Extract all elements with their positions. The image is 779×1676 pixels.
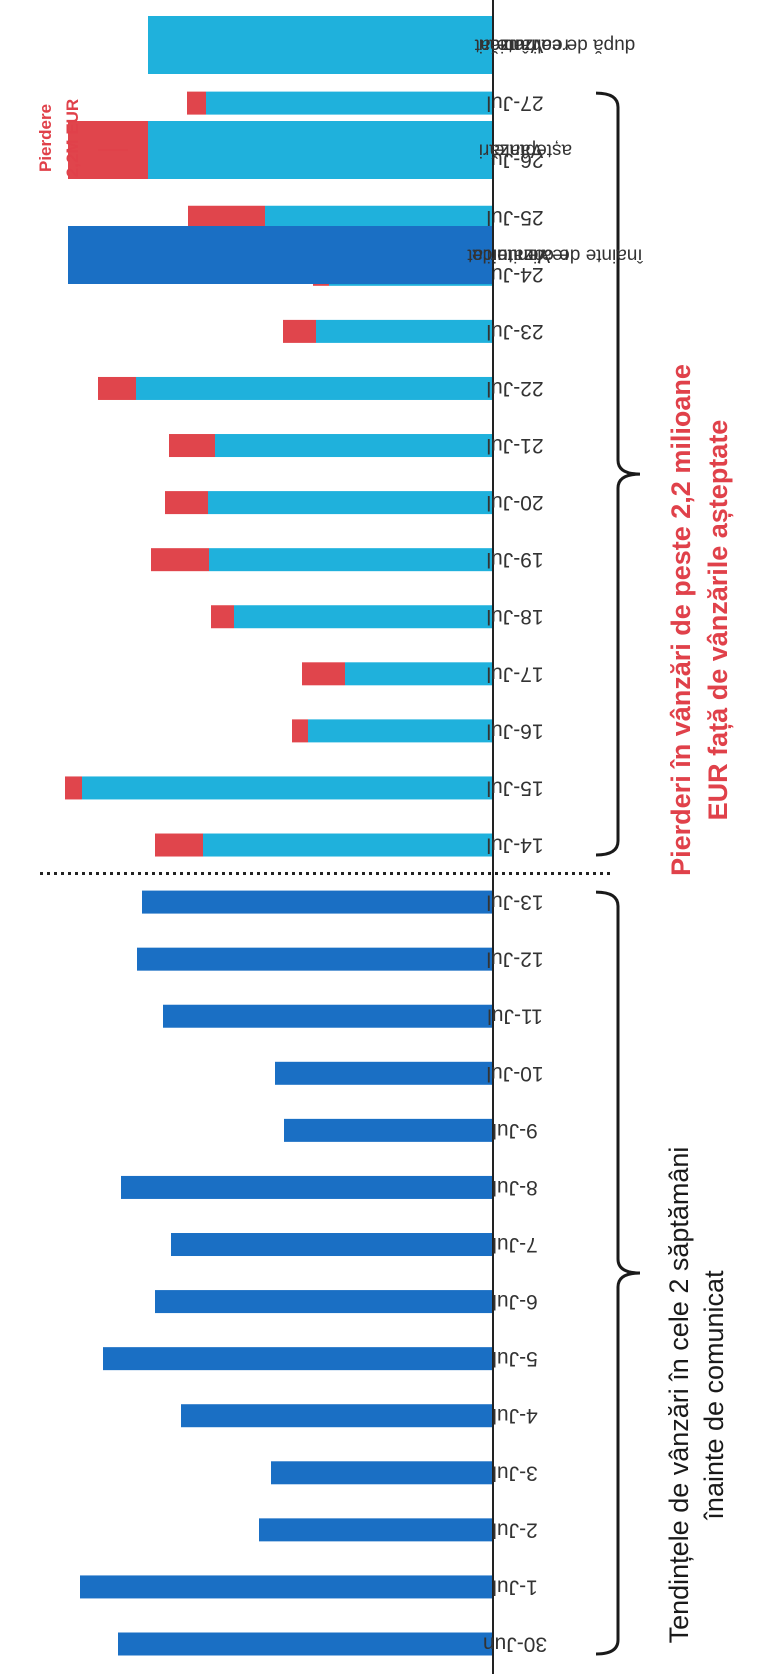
post-period-annotation-line-2: EUR față de vânzările așteptate bbox=[703, 420, 733, 821]
bar-27-Jul-series-2 bbox=[187, 91, 206, 115]
summary-bar-2-series-1 bbox=[148, 16, 493, 74]
bar-30-Jun-series-0 bbox=[118, 1632, 493, 1656]
tick-label-22-Jul: 22-Jul bbox=[486, 377, 543, 400]
bar-14-Jul-series-1 bbox=[203, 833, 493, 857]
bar-21-Jul-series-1 bbox=[215, 434, 493, 458]
bar-11-Jul-series-0 bbox=[163, 1004, 493, 1028]
tick-label-12-Jul: 12-Jul bbox=[486, 948, 543, 971]
bar-2-Jul-series-0 bbox=[259, 1518, 493, 1542]
bar-21-Jul-series-2 bbox=[169, 434, 215, 458]
pre-period-annotation-line-2: înainte de comunicat bbox=[699, 1270, 729, 1521]
bar-22-Jul-series-2 bbox=[98, 376, 136, 400]
bar-16-Jul-series-2 bbox=[292, 719, 308, 743]
tick-label-3-Jul: 3-Jul bbox=[492, 1461, 538, 1484]
bar-18-Jul-series-1 bbox=[234, 605, 493, 629]
bar-22-Jul-series-1 bbox=[136, 376, 493, 400]
bar-20-Jul-series-1 bbox=[208, 491, 493, 515]
tick-label-11-Jul: 11-Jul bbox=[487, 1005, 543, 1028]
summary-label-2-line-1: realizate bbox=[497, 35, 569, 56]
tick-label-2-Jul: 2-Jul bbox=[492, 1518, 538, 1541]
bar-20-Jul-series-2 bbox=[165, 491, 208, 515]
bar-14-Jul-series-2 bbox=[155, 833, 203, 857]
bar-7-Jul-series-0 bbox=[171, 1233, 493, 1257]
tick-label-23-Jul: 23-Jul bbox=[486, 320, 543, 343]
tick-label-27-Jul: 27-Jul bbox=[486, 92, 543, 115]
tick-label-6-Jul: 6-Jul bbox=[492, 1290, 538, 1313]
tick-label-8-Jul: 8-Jul bbox=[492, 1176, 538, 1199]
summary-label-0-line-2: înainte de comunicat bbox=[467, 245, 644, 266]
bar-8-Jul-series-0 bbox=[121, 1175, 493, 1199]
bar-17-Jul-series-1 bbox=[345, 662, 493, 686]
bar-4-Jul-series-0 bbox=[181, 1404, 493, 1428]
tick-label-30-Jun: 30-Jun bbox=[483, 1633, 547, 1656]
tick-label-20-Jul: 20-Jul bbox=[486, 491, 543, 514]
tick-label-15-Jul: 15-Jul bbox=[486, 776, 543, 799]
bar-23-Jul-series-2 bbox=[283, 319, 316, 343]
bar-5-Jul-series-0 bbox=[103, 1347, 493, 1371]
tick-label-21-Jul: 21-Jul bbox=[486, 434, 543, 457]
tick-label-13-Jul: 13-Jul bbox=[486, 891, 543, 914]
bar-15-Jul-series-1 bbox=[82, 776, 493, 800]
tick-label-25-Jul: 25-Jul bbox=[486, 206, 543, 229]
summary-bar-0-series-0 bbox=[68, 226, 493, 284]
bar-3-Jul-series-0 bbox=[271, 1461, 493, 1485]
bar-27-Jul-series-1 bbox=[206, 91, 493, 115]
bar-9-Jul-series-0 bbox=[284, 1118, 493, 1142]
bar-10-Jul-series-0 bbox=[275, 1061, 493, 1085]
tick-label-16-Jul: 16-Jul bbox=[486, 719, 543, 742]
summary-label-1-line-1: așteptate bbox=[494, 140, 572, 161]
summary-bars bbox=[68, 16, 493, 284]
tick-label-18-Jul: 18-Jul bbox=[486, 605, 543, 628]
bar-13-Jul-series-0 bbox=[142, 890, 493, 914]
tick-label-26-Jul: 26-Jul bbox=[486, 149, 543, 172]
tick-label-5-Jul: 5-Jul bbox=[492, 1347, 538, 1370]
summary-label-2-line-0: Vânzări bbox=[479, 35, 543, 56]
summary-label-1-line-0: Vânzări bbox=[479, 140, 543, 161]
daily-tick-labels: 30-Jun 1-Jul 2-Jul 3-Jul 4-Jul 5-Jul 6-Jul 7-Ju… bbox=[483, 92, 547, 1656]
tick-label-4-Jul: 4-Jul bbox=[492, 1404, 538, 1427]
bar-17-Jul-series-2 bbox=[302, 662, 345, 686]
bar-6-Jul-series-0 bbox=[155, 1290, 493, 1314]
pre-period-brace bbox=[595, 890, 641, 1656]
tick-label-19-Jul: 19-Jul bbox=[486, 548, 543, 571]
tick-label-14-Jul: 14-Jul bbox=[486, 834, 543, 857]
post-period-annotation-line-1: Pierderi în vânzări de peste 2,2 milioan… bbox=[666, 364, 696, 876]
bar-23-Jul-series-1 bbox=[316, 319, 493, 343]
bar-16-Jul-series-1 bbox=[308, 719, 493, 743]
post-period-brace bbox=[595, 91, 641, 857]
summary-bar-1-series-1 bbox=[148, 121, 493, 179]
bar-19-Jul-series-2 bbox=[151, 548, 209, 572]
loss-callout-line-1: Pierdere bbox=[36, 104, 55, 172]
bar-18-Jul-series-2 bbox=[211, 605, 234, 629]
tick-label-9-Jul: 9-Jul bbox=[492, 1119, 538, 1142]
bar-25-Jul-series-1 bbox=[265, 205, 493, 229]
summary-label-2-line-2: după de comunicat bbox=[474, 35, 635, 56]
tick-label-17-Jul: 17-Jul bbox=[486, 662, 543, 685]
summary-label-0-line-1: realizate bbox=[497, 245, 569, 266]
bar-1-Jul-series-0 bbox=[80, 1575, 493, 1599]
tick-label-7-Jul: 7-Jul bbox=[492, 1233, 538, 1256]
bar-25-Jul-series-2 bbox=[188, 205, 265, 229]
loss-callout-line-2: 2,2M EUR bbox=[63, 99, 82, 177]
tick-label-24-Jul: 24-Jul bbox=[486, 263, 543, 286]
bar-19-Jul-series-1 bbox=[209, 548, 493, 572]
tick-label-1-Jul: 1-Jul bbox=[492, 1575, 538, 1598]
pre-period-annotation-line-1: Tendințele de vânzări în cele 2 săptămân… bbox=[664, 1147, 694, 1644]
bar-12-Jul-series-0 bbox=[137, 947, 493, 971]
summary-label-0-line-0: Veniturile bbox=[472, 245, 550, 266]
bar-15-Jul-series-2 bbox=[65, 776, 82, 800]
daily-sales-bars bbox=[65, 91, 493, 1656]
tick-label-10-Jul: 10-Jul bbox=[486, 1062, 543, 1085]
